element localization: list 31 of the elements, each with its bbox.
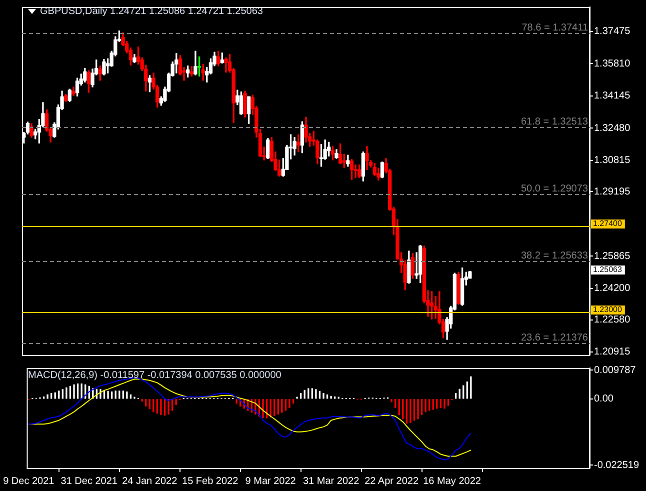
chart-title: GBPUSD,Daily 1.24721 1.25086 1.24721 1.25063 [40,6,263,17]
x-tick-label: 24 Jan 2022 [122,476,178,487]
chart-title: MACD(12,26,9) -0.011597 -0.017394 0.007535 0.000000 [28,370,282,381]
ref-line-label: 61.8 = 1.32513 [520,116,588,128]
y-tick-label: 1.20915 [594,346,631,358]
y-tick-label: 1.37475 [594,26,631,38]
ref-line-label: 50.0 = 1.29073 [520,183,588,194]
y-tick-label: -0.022519 [594,460,640,471]
ref-line-label: 78.6 = 1.37411 [522,22,588,34]
x-tick-label: 16 May 2022 [423,476,482,487]
ref-line-label: 1.27400 [593,219,622,228]
y-tick-label: 1.34145 [594,90,631,102]
y-tick-label: 1.29195 [594,186,631,198]
x-tick-label: 9 Mar 2022 [245,476,296,487]
x-tick-label: 31 Mar 2022 [302,476,360,487]
y-tick-label: 1.32480 [594,122,631,134]
x-tick-label: 9 Dec 2021 [3,476,55,487]
text: 1.25063 [593,265,622,274]
ref-line-label: 38.2 = 1.25633 [520,250,588,262]
x-tick-label: 22 Apr 2022 [364,476,419,487]
y-tick-label: 1.35810 [594,58,631,70]
y-tick-label: 1.30815 [594,155,631,166]
x-tick-label: 15 Feb 2022 [182,476,239,487]
y-tick-label: 1.24200 [594,283,631,294]
y-tick-label: 0.00 [594,394,614,405]
x-tick-label: 31 Dec 2021 [60,476,118,487]
y-tick-label: 0.009787 [594,364,636,376]
y-tick-label: 1.22580 [594,314,631,326]
ref-line-label: 23.6 = 1.21376 [520,332,588,344]
ref-line-label: 1.23000 [593,305,622,314]
y-tick-label: 1.25865 [594,250,631,262]
